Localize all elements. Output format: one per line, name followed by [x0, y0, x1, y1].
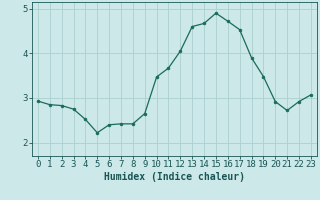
- X-axis label: Humidex (Indice chaleur): Humidex (Indice chaleur): [104, 172, 245, 182]
